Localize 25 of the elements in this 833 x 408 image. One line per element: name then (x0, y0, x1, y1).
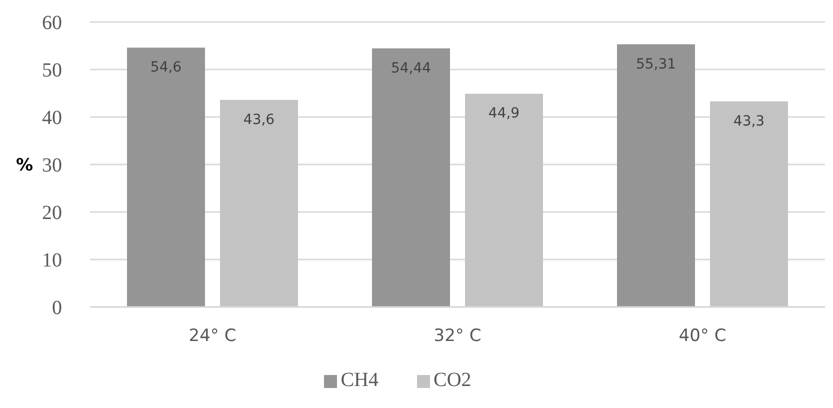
y-tick-label: 10 (42, 250, 62, 272)
bar (617, 44, 695, 307)
bar (465, 94, 543, 307)
data-label: 54,44 (390, 60, 432, 76)
y-tick-label: 40 (42, 107, 62, 130)
legend-label: CO2 (434, 369, 472, 391)
data-label: 55,31 (636, 56, 676, 72)
y-tick-label: 60 (42, 12, 62, 34)
x-tick-label: 32° C (434, 326, 482, 346)
x-tick-label: 24° C (188, 326, 236, 346)
bar (710, 101, 788, 307)
bar (127, 48, 205, 307)
bar (220, 100, 298, 307)
data-label: 43,6 (243, 112, 275, 128)
y-tick-label: 30 (42, 154, 62, 177)
y-tick-label: 50 (42, 60, 62, 82)
y-tick-label: 20 (42, 202, 62, 224)
data-label: 54,6 (150, 60, 182, 76)
y-axis-title: % (16, 156, 34, 176)
bar (372, 48, 450, 307)
y-tick-label: 0 (52, 297, 62, 320)
data-label: 44,9 (488, 106, 520, 122)
legend-label: CH4 (340, 369, 378, 391)
data-label: 43,3 (733, 113, 765, 130)
x-tick-label: 40° C (678, 326, 726, 346)
